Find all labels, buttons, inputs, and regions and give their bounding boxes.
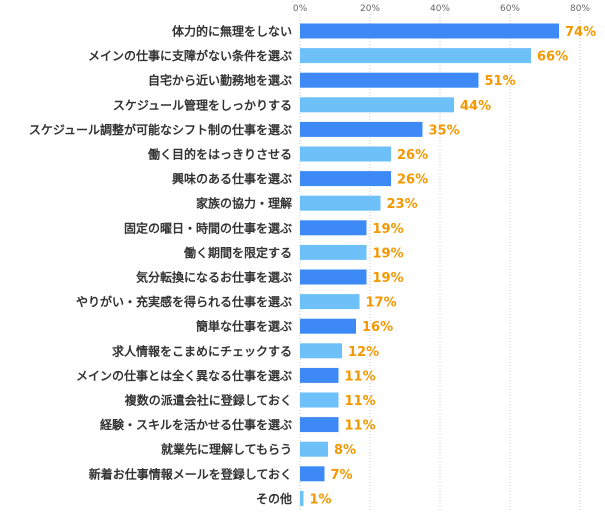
category-label: スケジュール調整が可能なシフト制の仕事を選ぶ bbox=[29, 122, 292, 137]
category-label: スケジュール管理をしっかりする bbox=[113, 97, 292, 112]
bar bbox=[300, 318, 356, 334]
x-tick-label: 0% bbox=[293, 4, 308, 14]
bar bbox=[300, 23, 559, 39]
category-label: 働く期間を限定する bbox=[183, 245, 292, 260]
bar bbox=[300, 490, 304, 506]
value-label: 11% bbox=[345, 369, 376, 384]
category-label: 経験・スキルを活かせる仕事を選ぶ bbox=[100, 417, 292, 432]
value-label: 1% bbox=[310, 492, 332, 507]
value-label: 19% bbox=[373, 271, 404, 286]
category-label: 気分転換になるお仕事を選ぶ bbox=[136, 270, 292, 285]
bar bbox=[300, 121, 423, 137]
bar bbox=[300, 466, 325, 482]
value-label: 23% bbox=[387, 197, 418, 212]
category-label: 自宅から近い勤務地を選ぶ bbox=[148, 73, 292, 88]
category-label: 求人情報をこまめにチェックする bbox=[112, 343, 292, 358]
value-label: 11% bbox=[345, 419, 376, 434]
value-label: 44% bbox=[460, 99, 491, 114]
value-label: 11% bbox=[345, 394, 376, 409]
bar bbox=[300, 417, 339, 433]
category-label: 興味のある仕事を選ぶ bbox=[172, 171, 292, 186]
bar bbox=[300, 294, 360, 310]
bar bbox=[300, 72, 479, 88]
bar bbox=[300, 367, 339, 383]
bar bbox=[300, 343, 342, 359]
value-label: 16% bbox=[362, 320, 393, 335]
category-label: 固定の曜日・時間の仕事を選ぶ bbox=[124, 220, 292, 235]
category-label: 働く目的をはっきりさせる bbox=[147, 147, 292, 162]
bar bbox=[300, 171, 391, 187]
value-label: 8% bbox=[334, 443, 356, 458]
value-labels: 74%66%51%44%35%26%26%23%19%19%19%17%16%1… bbox=[310, 25, 597, 507]
bar bbox=[300, 392, 339, 408]
bars bbox=[300, 23, 559, 506]
bar bbox=[300, 244, 367, 260]
bar bbox=[300, 220, 367, 236]
category-label: 家族の協力・理解 bbox=[196, 196, 292, 211]
bar bbox=[300, 269, 367, 285]
category-label: メインの仕事とは全く異なる仕事を選ぶ bbox=[76, 368, 292, 383]
x-axis-ticks: 0% 20% 40% 60% 80% bbox=[293, 4, 591, 14]
category-label: 体力的に無理をしない bbox=[172, 24, 292, 39]
bar bbox=[300, 146, 391, 162]
value-label: 19% bbox=[373, 222, 404, 237]
category-label: 複数の派遣会社に登録しておく bbox=[124, 393, 292, 408]
category-label: 就業先に理解してもらう bbox=[161, 442, 292, 457]
category-label: メインの仕事に支障がない条件を選ぶ bbox=[88, 48, 292, 63]
value-label: 74% bbox=[565, 25, 596, 40]
bar bbox=[300, 441, 328, 457]
bar bbox=[300, 97, 454, 113]
value-label: 35% bbox=[429, 123, 460, 138]
bar bbox=[300, 195, 381, 211]
x-tick-label: 40% bbox=[430, 4, 450, 14]
value-label: 26% bbox=[397, 148, 428, 163]
x-tick-label: 20% bbox=[360, 4, 380, 14]
bar bbox=[300, 48, 531, 64]
value-label: 17% bbox=[366, 296, 397, 311]
value-label: 12% bbox=[348, 345, 379, 360]
category-label: やりがい・充実感を得られる仕事を選ぶ bbox=[76, 294, 292, 309]
grid-lines bbox=[299, 14, 581, 511]
x-tick-label: 80% bbox=[570, 4, 590, 14]
value-label: 51% bbox=[485, 74, 516, 89]
value-label: 7% bbox=[331, 468, 353, 483]
value-label: 66% bbox=[537, 50, 568, 65]
category-label: 新着お仕事情報メールを登録しておく bbox=[89, 466, 292, 481]
category-labels: 体力的に無理をしないメインの仕事に支障がない条件を選ぶ自宅から近い勤務地を選ぶス… bbox=[29, 24, 292, 506]
category-label: その他 bbox=[256, 491, 292, 506]
value-label: 19% bbox=[373, 246, 404, 261]
value-label: 26% bbox=[397, 173, 428, 188]
x-tick-label: 60% bbox=[500, 4, 520, 14]
category-label: 簡単な仕事を選ぶ bbox=[196, 319, 292, 334]
